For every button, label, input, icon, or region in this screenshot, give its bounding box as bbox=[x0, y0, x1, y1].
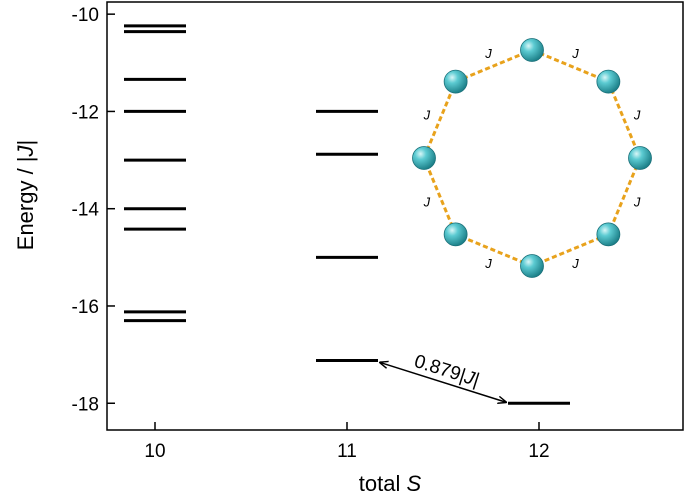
ring-node bbox=[443, 222, 468, 247]
ring-bond bbox=[455, 232, 533, 268]
bond-label: J bbox=[571, 46, 579, 61]
ring-bond bbox=[606, 81, 642, 159]
bond-label: J bbox=[423, 107, 431, 122]
gap-label-bar-right: | bbox=[471, 370, 482, 392]
bond-label: J bbox=[423, 195, 431, 210]
ring-node bbox=[596, 69, 621, 94]
ring-node bbox=[443, 69, 468, 94]
ring-node bbox=[520, 254, 544, 278]
x-axis-title-text: total bbox=[359, 471, 407, 496]
x-tick-label: 10 bbox=[144, 441, 165, 462]
ring-node bbox=[520, 38, 544, 62]
gap-label: 0.879|J| bbox=[412, 351, 482, 391]
bond-label: J bbox=[484, 46, 492, 61]
y-tick-label: -16 bbox=[72, 297, 99, 318]
ring-node bbox=[628, 146, 652, 170]
y-axis-title: Energy / |J| bbox=[13, 140, 38, 250]
axis-ticks: -10 -12 -14 -16 -18 10 11 12 bbox=[72, 5, 550, 462]
x-tick-label: 11 bbox=[337, 441, 357, 462]
ring-bond bbox=[531, 48, 609, 84]
bond-label: J bbox=[571, 256, 579, 271]
ring-bond bbox=[422, 81, 458, 159]
y-tick-label: -14 bbox=[72, 200, 100, 221]
octagon-ring-inset: J J J J J J J J bbox=[412, 38, 652, 278]
y-axis-title-text: Energy / bbox=[13, 162, 38, 250]
ring-node bbox=[412, 146, 436, 170]
y-tick-label: -10 bbox=[72, 5, 99, 26]
ring-bond bbox=[455, 48, 533, 84]
y-tick-label: -18 bbox=[72, 394, 99, 415]
bond-label: J bbox=[633, 107, 641, 122]
bond-label: J bbox=[633, 195, 641, 210]
ring-bond bbox=[422, 157, 458, 235]
x-tick-label: 12 bbox=[528, 441, 549, 462]
x-axis-title: total S bbox=[359, 471, 422, 496]
y-axis-title-bar-left: | bbox=[13, 156, 38, 162]
y-axis-title-var: J bbox=[13, 144, 38, 157]
x-axis-title-var: S bbox=[407, 471, 422, 496]
y-tick-label: -12 bbox=[72, 102, 99, 123]
y-axis-title-bar-right: | bbox=[13, 140, 38, 146]
ring-bond bbox=[606, 157, 642, 235]
gap-arrow bbox=[380, 362, 506, 402]
bond-label: J bbox=[484, 256, 492, 271]
energy-gap-annotation: 0.879|J| bbox=[380, 351, 506, 402]
ring-bond bbox=[531, 232, 609, 268]
gap-label-bar-left: | bbox=[457, 365, 468, 387]
energy-levels bbox=[124, 24, 570, 405]
plot-frame bbox=[106, 1, 684, 431]
ring-node bbox=[596, 222, 621, 247]
